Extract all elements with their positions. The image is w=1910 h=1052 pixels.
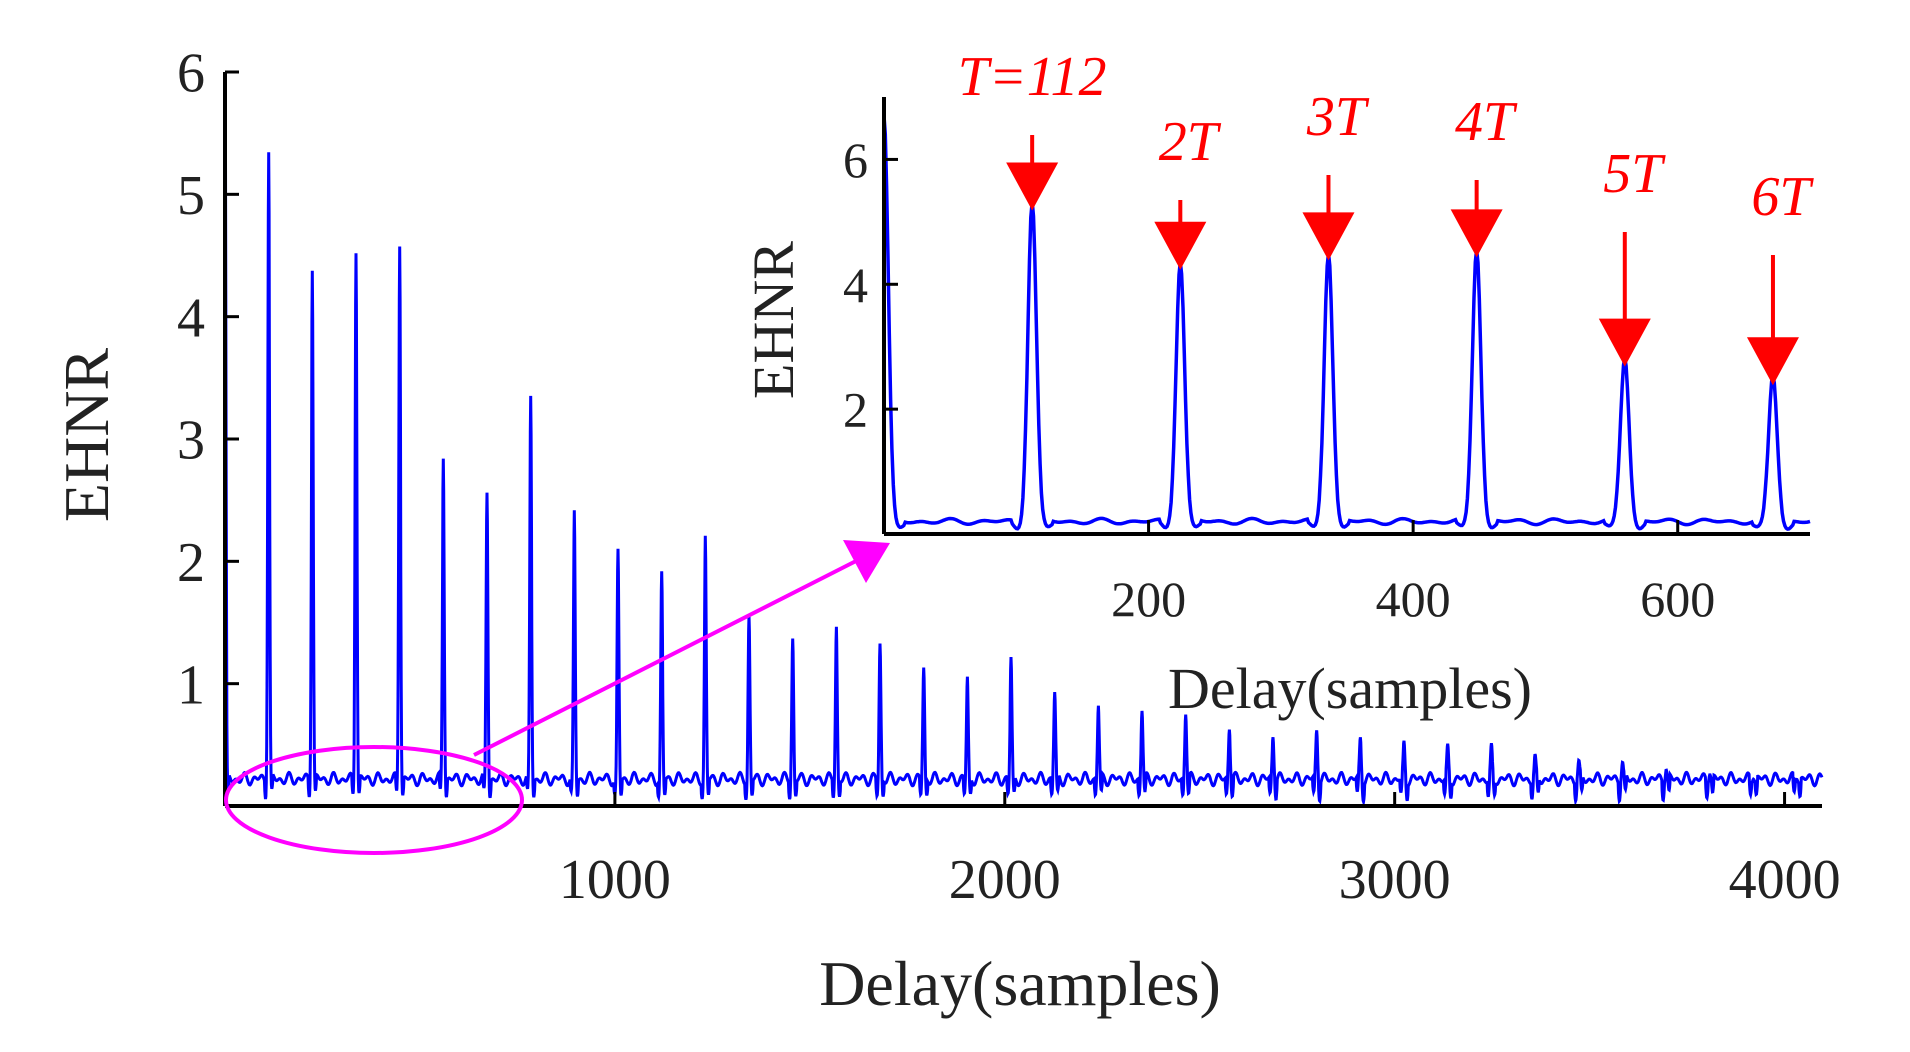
period-arrow-head-1 — [1154, 221, 1207, 270]
main-y-tick-label-3: 4 — [177, 287, 205, 349]
inset-x-tick-label-2: 600 — [1640, 571, 1715, 627]
main-y-tick-label-5: 6 — [177, 43, 205, 105]
period-label-0: T=112 — [958, 46, 1107, 108]
inset-y-axis-label: EHNR — [741, 241, 806, 399]
inset-series-line — [882, 115, 1811, 531]
main-y-tick-label-0: 1 — [177, 654, 205, 716]
inset-y-tick-label-1: 4 — [843, 257, 868, 313]
period-label-1: 2T — [1159, 111, 1222, 173]
period-arrow-head-3 — [1450, 209, 1503, 258]
inset-y-tick-label-2: 6 — [843, 132, 868, 188]
main-y-tick-label-1: 2 — [177, 532, 205, 594]
main-y-tick-label-4: 5 — [177, 165, 205, 227]
inset-y-tick-label-0: 2 — [843, 382, 868, 438]
inset-ticks: 200 400 600 2 4 6 — [843, 132, 1715, 627]
period-label-4: 5T — [1603, 143, 1666, 205]
inset-x-tick-label-1: 400 — [1376, 571, 1451, 627]
main-ticks: 1000 2000 3000 4000 1 2 3 4 5 6 — [177, 43, 1841, 911]
main-y-tick-label-2: 3 — [177, 410, 205, 472]
inset-series — [882, 115, 1811, 531]
period-arrow-head-4 — [1598, 318, 1651, 367]
period-arrow-head-0 — [1006, 162, 1059, 211]
inset-axes — [882, 97, 1810, 536]
inset-chart: 200 400 600 2 4 6 T=112 2T 3T 4T 5T 6T Delay(sampl… — [741, 46, 1814, 721]
period-arrow-head-5 — [1746, 337, 1799, 386]
zoom-arrow-line — [473, 558, 859, 757]
period-label-3: 4T — [1455, 91, 1518, 153]
main-series — [223, 71, 1824, 808]
main-x-tick-label-0: 1000 — [559, 849, 671, 911]
main-chart: 1000 2000 3000 4000 1 2 3 4 5 6 Delay(samples) EH… — [51, 43, 1841, 1019]
main-x-axis-label: Delay(samples) — [819, 948, 1221, 1019]
zoom-arrow-head — [843, 540, 890, 583]
inset-annotations: T=112 2T 3T 4T 5T 6T — [958, 46, 1814, 386]
main-x-tick-label-2: 3000 — [1339, 849, 1451, 911]
main-y-axis-label: EHNR — [51, 348, 122, 523]
zoom-region-ellipse — [224, 745, 524, 855]
period-arrow-head-2 — [1302, 212, 1355, 261]
inset-x-tick-label-0: 200 — [1111, 571, 1186, 627]
main-series-line — [223, 71, 1824, 808]
zoom-annotation — [224, 540, 890, 855]
main-x-tick-label-1: 2000 — [949, 849, 1061, 911]
main-x-tick-label-3: 4000 — [1729, 849, 1841, 911]
period-label-5: 6T — [1751, 166, 1814, 228]
period-label-2: 3T — [1306, 86, 1370, 148]
inset-x-axis-label: Delay(samples) — [1168, 656, 1532, 721]
